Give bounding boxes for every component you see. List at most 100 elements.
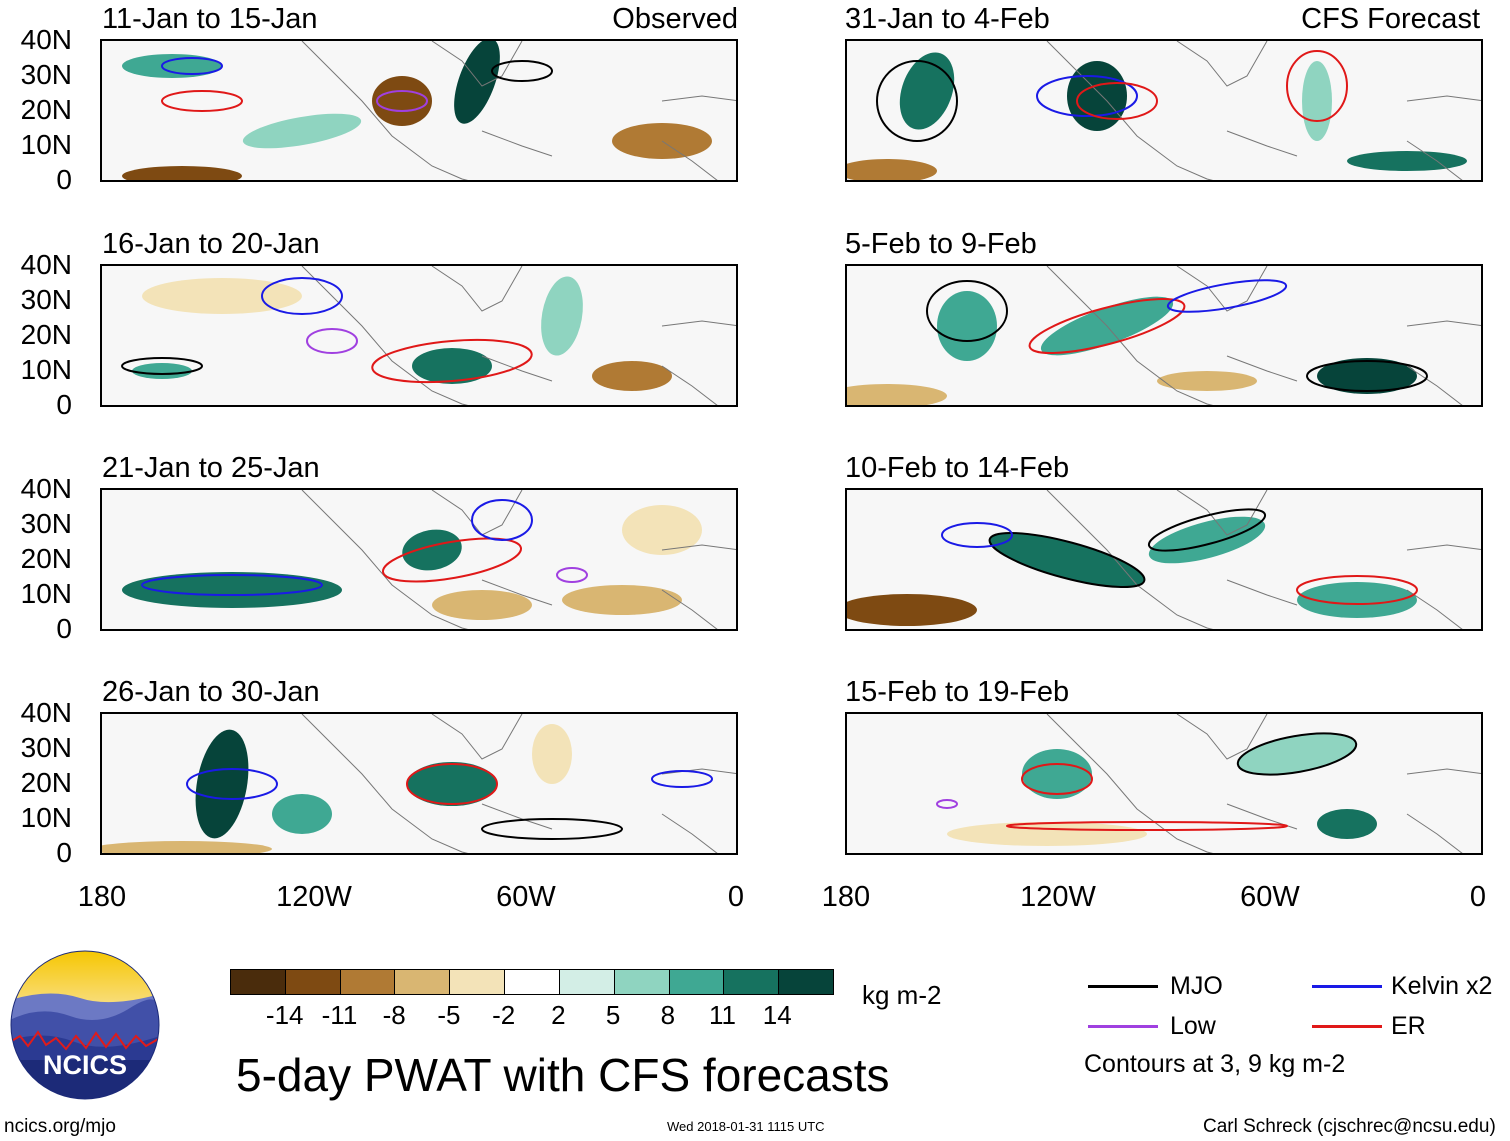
lat-label: 30N xyxy=(20,508,72,539)
panel-fcst-2 xyxy=(845,264,1483,407)
wave-contour xyxy=(1286,50,1348,122)
colorbar-swatch xyxy=(724,970,780,994)
panel-title: 5-Feb to 9-Feb xyxy=(845,228,1037,260)
pwat-field xyxy=(936,714,1481,853)
wave-contour xyxy=(381,537,523,583)
colorbar-swatch xyxy=(614,970,670,994)
colorbar-tick-label: 2 xyxy=(551,1000,566,1030)
pwat-anomaly xyxy=(1317,358,1417,394)
panel-fcst-4 xyxy=(845,712,1483,855)
wave-contour xyxy=(481,818,623,840)
wave-contour xyxy=(556,567,588,583)
coastline xyxy=(1046,714,1481,853)
wave-contour xyxy=(988,531,1146,589)
lat-label: 10N xyxy=(20,129,72,160)
pwat-anomaly xyxy=(242,113,362,149)
pwat-anomaly xyxy=(1022,749,1092,799)
colorbar-tick-label: -8 xyxy=(382,1000,406,1030)
pwat-anomaly xyxy=(1297,582,1417,618)
pwat-anomaly xyxy=(195,729,249,839)
wave-contour xyxy=(141,574,323,596)
pwat-field xyxy=(847,490,1481,629)
main-title: 5-day PWAT with CFS forecasts xyxy=(236,1049,890,1101)
colorbar-tick-label: 14 xyxy=(762,1000,792,1030)
pwat-anomaly xyxy=(1347,151,1467,171)
colorbar-tick-label: -11 xyxy=(321,1000,358,1030)
lon-label: 60W xyxy=(1240,881,1300,913)
pwat-anomaly xyxy=(1067,61,1127,131)
coastline xyxy=(301,714,736,853)
lat-label: 10N xyxy=(20,578,72,609)
panel-title: 21-Jan to 25-Jan xyxy=(102,452,320,484)
coastline xyxy=(301,266,736,405)
colorbar-tick-label: 11 xyxy=(709,1000,737,1030)
colorbar-tick-label: -5 xyxy=(437,1000,461,1030)
colorbar-swatch xyxy=(285,970,341,994)
pwat-anomaly xyxy=(541,276,583,356)
coastline xyxy=(301,41,736,180)
wave-contour xyxy=(876,60,958,142)
wave-contour xyxy=(651,770,713,788)
pwat-anomaly xyxy=(947,822,1147,846)
legend-er-label: ER xyxy=(1391,1012,1426,1040)
footer-url: ncics.org/mjo xyxy=(4,1116,116,1137)
wave-contour xyxy=(936,799,958,809)
lat-label: 30N xyxy=(20,732,72,763)
pwat-anomaly xyxy=(272,794,332,834)
colorbar-swatch xyxy=(340,970,396,994)
panel-title: 15-Feb to 19-Feb xyxy=(845,676,1070,708)
pwat-field xyxy=(847,41,1481,180)
pwat-anomaly xyxy=(102,841,272,853)
lat-label: 20N xyxy=(20,94,72,125)
pwat-anomaly xyxy=(622,505,702,555)
colorbar-swatch xyxy=(669,970,725,994)
pwat-field xyxy=(122,490,736,629)
panel-title: 16-Jan to 20-Jan xyxy=(102,228,320,260)
wave-contour xyxy=(161,57,223,75)
pwat-anomaly xyxy=(532,724,572,784)
colorbar xyxy=(230,969,834,995)
legend-low-label: Low xyxy=(1170,1012,1216,1040)
colorbar-swatch xyxy=(395,970,451,994)
pwat-anomaly xyxy=(122,572,342,608)
wave-contour xyxy=(941,522,1013,548)
lat-label: 40N xyxy=(20,697,72,728)
panel-label: Observed xyxy=(612,3,738,35)
legend-contours: Contours at 3, 9 kg m-2 xyxy=(1084,1050,1346,1078)
wave-contour xyxy=(371,338,533,384)
lon-label: 60W xyxy=(496,881,556,913)
pwat-field xyxy=(122,41,736,180)
lat-label: 40N xyxy=(20,473,72,504)
pwat-anomaly xyxy=(454,41,500,124)
pwat-anomaly xyxy=(1317,809,1377,839)
colorbar-tick-label: -14 xyxy=(265,1000,304,1030)
pwat-anomaly xyxy=(132,363,192,379)
logo-text: NCICS xyxy=(43,1050,127,1080)
lon-label: 0 xyxy=(1469,881,1487,913)
panel-obs-3 xyxy=(100,488,738,631)
wave-contour xyxy=(186,768,278,800)
legend-mjo-line xyxy=(1088,985,1158,988)
wave-contour xyxy=(1021,763,1093,795)
wave-contour xyxy=(1166,279,1288,313)
wave-contour xyxy=(1147,508,1267,552)
lat-label: 40N xyxy=(20,249,72,280)
panel-obs-1 xyxy=(100,39,738,182)
pwat-field xyxy=(102,714,736,853)
lat-label: 10N xyxy=(20,802,72,833)
wave-contour xyxy=(161,90,243,112)
pwat-anomaly xyxy=(937,291,997,361)
pwat-anomaly xyxy=(989,532,1145,588)
wave-contour xyxy=(1028,297,1186,355)
coastline xyxy=(1046,266,1481,405)
pwat-anomaly xyxy=(122,54,222,78)
wave-contour xyxy=(1036,75,1138,117)
panel-obs-4 xyxy=(100,712,738,855)
ncics-logo: NCICS xyxy=(10,950,160,1100)
wave-contour xyxy=(406,763,498,805)
pwat-anomaly xyxy=(592,361,672,391)
lon-label: 120W xyxy=(1020,881,1096,913)
pwat-field xyxy=(121,266,736,405)
panel-fcst-3 xyxy=(845,488,1483,631)
panel-title: 31-Jan to 4-Feb xyxy=(845,3,1050,35)
